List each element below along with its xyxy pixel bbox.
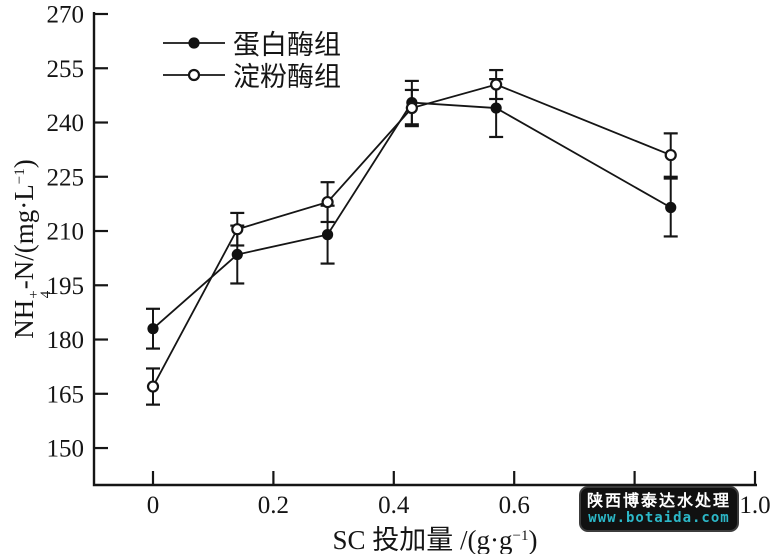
filled-circle-marker bbox=[231, 248, 243, 261]
filled-circle-marker bbox=[147, 323, 159, 335]
watermark-company-name: 陕西博泰达水处理 bbox=[586, 491, 731, 511]
filled-circle-marker bbox=[490, 102, 502, 114]
series-line-1 bbox=[152, 83, 672, 387]
x-tick-label: 1.0 bbox=[739, 492, 770, 519]
legend-filled-circle-icon bbox=[188, 36, 200, 49]
legend-item-amylase-group: 淀粉酶组 bbox=[163, 59, 341, 92]
open-circle-marker bbox=[490, 78, 503, 91]
y-tick-label: 180 bbox=[47, 327, 85, 354]
filled-circle-marker bbox=[665, 201, 677, 214]
y-axis-title-subscript-stack: +4 bbox=[26, 290, 55, 299]
x-tick-label: 0 bbox=[147, 492, 160, 519]
legend-item-protease-group: 蛋白酶组 bbox=[163, 27, 341, 60]
y-tick-label: 210 bbox=[47, 219, 85, 246]
x-axis-title-text: ) bbox=[528, 525, 538, 554]
y-tick-label: 195 bbox=[47, 273, 85, 300]
x-axis-title-text: SC 投加量 /(g·g bbox=[332, 525, 513, 554]
y-tick-label: 165 bbox=[47, 381, 85, 408]
y-tick-label: 270 bbox=[47, 2, 85, 29]
watermark-url: www.botaida.com bbox=[588, 509, 730, 526]
open-circle-marker bbox=[405, 101, 418, 115]
y-axis-title-subscript: 4 bbox=[38, 290, 55, 299]
y-tick-label: 150 bbox=[47, 436, 85, 463]
legend-label: 淀粉酶组 bbox=[233, 62, 341, 92]
x-axis-title-exponent: −1 bbox=[512, 528, 529, 544]
x-tick-label: 0.4 bbox=[378, 492, 410, 519]
filled-circle-marker bbox=[321, 229, 334, 241]
watermark: 陕西博泰达水处理 www.botaida.com bbox=[579, 486, 739, 532]
x-tick-label: 0.2 bbox=[258, 492, 289, 519]
y-axis-title-text: ) bbox=[9, 159, 39, 169]
legend-label: 蛋白酶组 bbox=[233, 30, 341, 60]
legend-filled-circle-marker-icon bbox=[163, 36, 225, 49]
y-axis-title: NH +4 -N/(mg·L−1) bbox=[9, 119, 54, 379]
y-tick-label: 255 bbox=[47, 56, 85, 83]
y-axis-title-text: -N/(mg·L bbox=[9, 184, 39, 290]
y-axis-title-exponent: −1 bbox=[12, 168, 28, 185]
legend-open-circle-icon bbox=[187, 68, 201, 81]
open-circle-marker bbox=[146, 380, 160, 393]
legend: 蛋白酶组 淀粉酶组 bbox=[163, 27, 341, 92]
open-circle-marker bbox=[321, 195, 334, 209]
x-axis-title: SC 投加量 /(g·g−1) bbox=[285, 518, 585, 554]
open-circle-marker bbox=[664, 148, 677, 162]
y-axis-title-text: NH bbox=[9, 299, 39, 339]
series-line-0 bbox=[152, 101, 672, 330]
axis-spines bbox=[92, 12, 757, 487]
x-tick-label: 0.6 bbox=[499, 492, 530, 519]
open-circle-marker bbox=[231, 223, 244, 236]
y-tick-label: 225 bbox=[47, 164, 85, 191]
legend-open-circle-marker-icon bbox=[163, 68, 225, 81]
y-tick-label: 240 bbox=[47, 110, 85, 137]
